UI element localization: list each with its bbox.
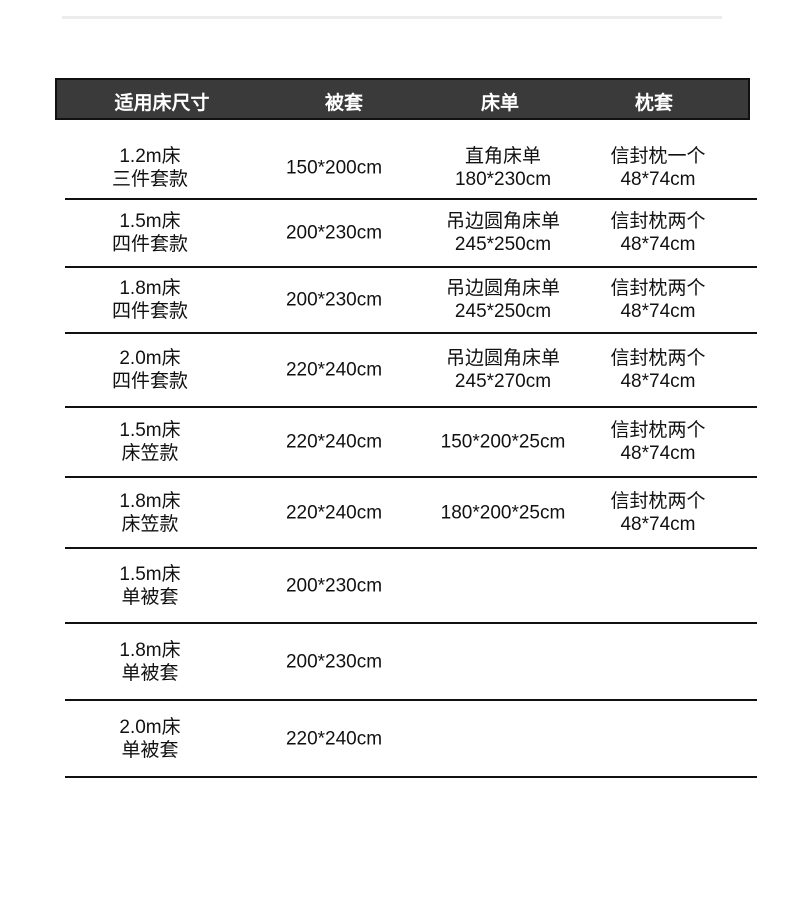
bed-size-cell: 1.5m床 单被套 [119,563,180,609]
duvet-cell-line: 200*230cm [285,222,383,244]
duvet-cell-line: 220*240cm [285,359,383,381]
bed-size-cell: 1.5m床 四件套款 [112,210,188,256]
duvet-cell: 200*230cm [286,289,382,312]
duvet-cell: 200*230cm [286,650,382,673]
bed-size-cell-line: 1.8m床 [119,278,181,299]
duvet-cell-line: 220*240cm [285,728,383,749]
duvet-cell-line: 200*230cm [285,289,383,311]
bed-size-cell-line: 1.2m床 [119,146,181,167]
top-divider [62,16,722,19]
header-bed-size: 适用床尺寸 [114,93,210,114]
sheet-cell-line: 吊边圆角床单 [445,211,561,232]
bed-size-cell-line: 单被套 [121,739,179,761]
duvet-cell-line: 200*230cm [285,651,383,672]
bed-size-cell: 1.8m床 单被套 [119,639,180,685]
pillow-cell-line: 信封枕两个 [610,420,706,441]
sheet-cell: 吊边圆角床单 245*270cm [446,347,560,393]
bed-size-cell: 2.0m床 四件套款 [112,347,188,393]
sheet-cell-line: 245*250cm [454,301,552,322]
bed-size-cell-line: 1.8m床 [119,490,181,512]
pillow-cell-line: 48*74cm [620,234,696,255]
bed-size-cell: 1.8m床 床笠款 [119,490,180,536]
table-row: 1.8m床 床笠款 220*240cm 180*200*25cm 信封枕两个 48*74c… [65,478,757,549]
sheet-cell-line: 吊边圆角床单 [445,348,561,369]
sheet-cell-line: 180*230cm [454,169,552,190]
bed-size-cell-line: 三件套款 [111,169,189,190]
sheet-cell-line: 直角床单 [464,146,541,167]
pillow-cell-line: 信封枕两个 [610,211,706,232]
bed-size-cell-line: 四件套款 [111,371,189,392]
duvet-cell: 220*240cm [286,727,382,750]
duvet-cell-line: 150*200cm [285,157,383,179]
bed-size-cell-line: 2.0m床 [119,348,181,369]
bed-size-cell-line: 单被套 [121,586,179,608]
bed-size-cell-line: 床笠款 [121,513,179,535]
bed-size-cell-line: 1.5m床 [119,563,181,585]
duvet-cell: 200*230cm [286,222,382,245]
pillow-cell: 信封枕两个 48*74cm [610,210,705,256]
bed-size-cell: 1.8m床 四件套款 [112,277,188,323]
duvet-cell-line: 200*230cm [285,575,383,596]
table-row: 1.5m床 床笠款 220*240cm 150*200*25cm 信封枕两个 48*74c… [65,408,757,478]
pillow-cell: 信封枕一个 48*74cm [610,145,705,191]
bed-size-cell-line: 四件套款 [111,234,189,255]
bed-size-cell-line: 四件套款 [111,301,189,322]
pillow-cell-line: 信封枕两个 [610,348,706,369]
table-row: 1.5m床 单被套 200*230cm [65,549,757,624]
pillow-cell-line: 信封枕一个 [610,146,706,167]
duvet-cell: 200*230cm [286,574,382,597]
sheet-cell-line: 150*200*25cm [440,431,566,453]
bed-size-cell-line: 1.5m床 [119,420,181,441]
header-pillow: 枕套 [634,93,674,114]
sheet-cell: 直角床单 180*230cm [455,145,551,191]
duvet-cell-line: 220*240cm [285,502,383,523]
sheet-cell: 180*200*25cm [441,501,566,524]
sheet-cell-line: 180*200*25cm [440,502,566,523]
bed-size-cell-line: 2.0m床 [119,716,181,738]
header-sheet: 床单 [480,93,520,114]
table-header: 适用床尺寸 被套 床单 枕套 [55,78,750,120]
pillow-cell-line: 48*74cm [620,301,696,322]
table-row: 1.2m床 三件套款 150*200cm 直角床单 180*230cm 信封枕一个 48*7… [65,138,757,200]
sheet-cell-line: 245*270cm [454,371,552,392]
sheet-cell: 吊边圆角床单 245*250cm [446,210,560,256]
sheet-cell-line: 吊边圆角床单 [445,278,561,299]
sheet-cell: 吊边圆角床单 245*250cm [446,277,560,323]
pillow-cell: 信封枕两个 48*74cm [610,490,705,536]
bed-size-cell-line: 1.5m床 [119,211,181,232]
sheet-cell-line: 245*250cm [454,234,552,255]
pillow-cell: 信封枕两个 48*74cm [610,419,705,465]
table-row: 1.8m床 单被套 200*230cm [65,624,757,701]
bed-size-cell: 1.2m床 三件套款 [112,145,188,191]
pillow-cell-line: 48*74cm [620,371,696,392]
sheet-cell: 150*200*25cm [441,431,566,454]
pillow-cell-line: 信封枕两个 [610,490,706,512]
pillow-cell-line: 48*74cm [620,513,696,535]
table-row: 1.5m床 四件套款 200*230cm 吊边圆角床单 245*250cm 信封枕两个 48… [65,200,757,268]
bed-size-cell-line: 床笠款 [121,443,179,464]
duvet-cell: 150*200cm [286,157,382,180]
duvet-cell-line: 220*240cm [285,431,383,453]
duvet-cell: 220*240cm [286,501,382,524]
table-row: 1.8m床 四件套款 200*230cm 吊边圆角床单 245*250cm 信封枕两个 48… [65,268,757,334]
pillow-cell-line: 信封枕两个 [610,278,706,299]
bed-size-cell-line: 单被套 [121,662,179,684]
table-row: 2.0m床 单被套 220*240cm [65,701,757,778]
pillow-cell: 信封枕两个 48*74cm [610,347,705,393]
bed-size-cell: 1.5m床 床笠款 [119,419,180,465]
pillow-cell-line: 48*74cm [620,443,696,464]
duvet-cell: 220*240cm [286,431,382,454]
table-row: 2.0m床 四件套款 220*240cm 吊边圆角床单 245*270cm 信封枕两个 48… [65,334,757,408]
bed-size-cell-line: 1.8m床 [119,639,181,661]
bed-size-cell: 2.0m床 单被套 [119,716,180,762]
duvet-cell: 220*240cm [286,359,382,382]
pillow-cell: 信封枕两个 48*74cm [610,277,705,323]
header-duvet: 被套 [324,93,364,114]
pillow-cell-line: 48*74cm [620,169,696,190]
